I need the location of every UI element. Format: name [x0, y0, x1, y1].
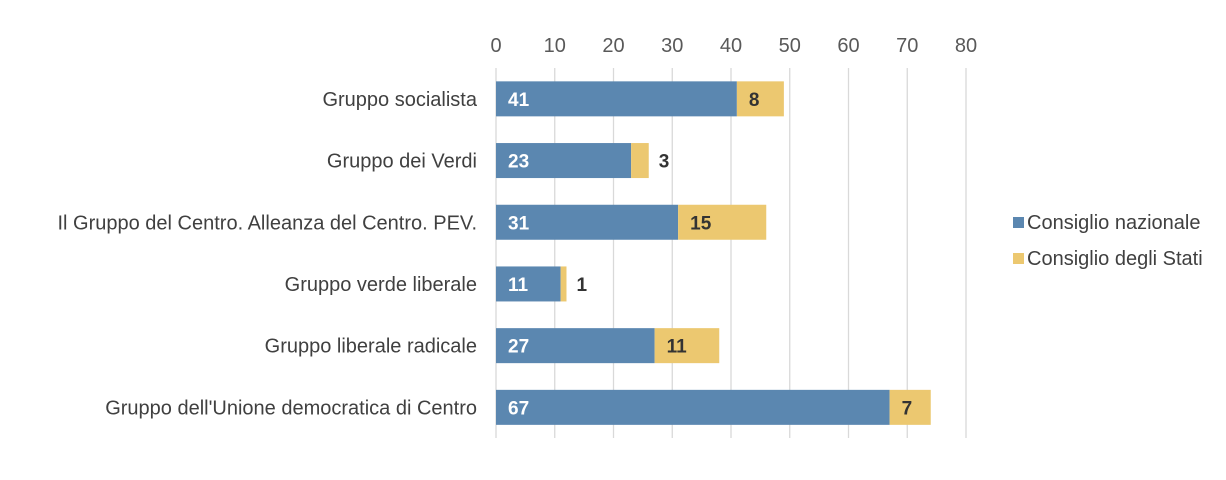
x-axis-ticks: 0 10 20 30 40 50 60 70 80	[490, 35, 977, 57]
legend: Consiglio nazionale Consiglio degli Stati	[1013, 212, 1203, 270]
data-label: 8	[749, 90, 760, 111]
x-tick-label: 10	[544, 35, 566, 57]
data-label: 27	[508, 337, 529, 358]
data-label: 11	[667, 337, 688, 358]
bar-segment	[496, 204, 679, 240]
x-tick-label: 80	[955, 35, 977, 57]
bar-segment	[560, 266, 567, 302]
data-label: 11	[508, 275, 529, 296]
bar-segment	[678, 204, 767, 240]
data-label: 15	[690, 213, 712, 234]
x-tick-label: 70	[896, 35, 918, 57]
data-label: 7	[902, 398, 913, 419]
bar-segment	[736, 81, 784, 117]
x-tick-label: 50	[779, 35, 801, 57]
category-labels: Gruppo socialista Gruppo dei Verdi Il Grup…	[57, 89, 477, 420]
bar-segment	[889, 389, 931, 425]
data-label: 41	[508, 90, 530, 111]
bar-segment	[654, 328, 720, 364]
bar-segment	[631, 143, 649, 179]
bar-segment	[496, 143, 632, 179]
category-label: Gruppo dei Verdi	[327, 151, 477, 173]
bar-segment	[496, 81, 737, 117]
x-tick-label: 30	[661, 35, 683, 57]
category-label: Il Gruppo del Centro. Alleanza del Centr…	[57, 212, 477, 234]
x-tick-label: 40	[720, 35, 742, 57]
x-tick-label: 0	[490, 35, 501, 57]
x-tick-label: 20	[602, 35, 624, 57]
gridlines	[495, 68, 967, 438]
data-label: 1	[577, 275, 588, 296]
bar-segment	[496, 266, 561, 302]
data-label: 67	[508, 398, 529, 419]
data-label: 3	[659, 152, 670, 173]
legend-swatch	[1013, 253, 1024, 264]
data-label: 23	[508, 152, 529, 173]
category-label: Gruppo liberale radicale	[265, 336, 477, 358]
category-label: Gruppo verde liberale	[285, 274, 477, 296]
category-label: Gruppo socialista	[322, 89, 477, 111]
category-label: Gruppo dell'Unione democratica di Centro	[105, 397, 477, 419]
legend-label: Consiglio degli Stati	[1027, 248, 1203, 270]
x-tick-label: 60	[837, 35, 859, 57]
bars	[496, 81, 931, 425]
bar-segment	[496, 328, 655, 364]
legend-swatch	[1013, 217, 1024, 228]
data-label: 31	[508, 213, 530, 234]
legend-label: Consiglio nazionale	[1027, 212, 1200, 234]
bar-segment	[496, 389, 890, 425]
